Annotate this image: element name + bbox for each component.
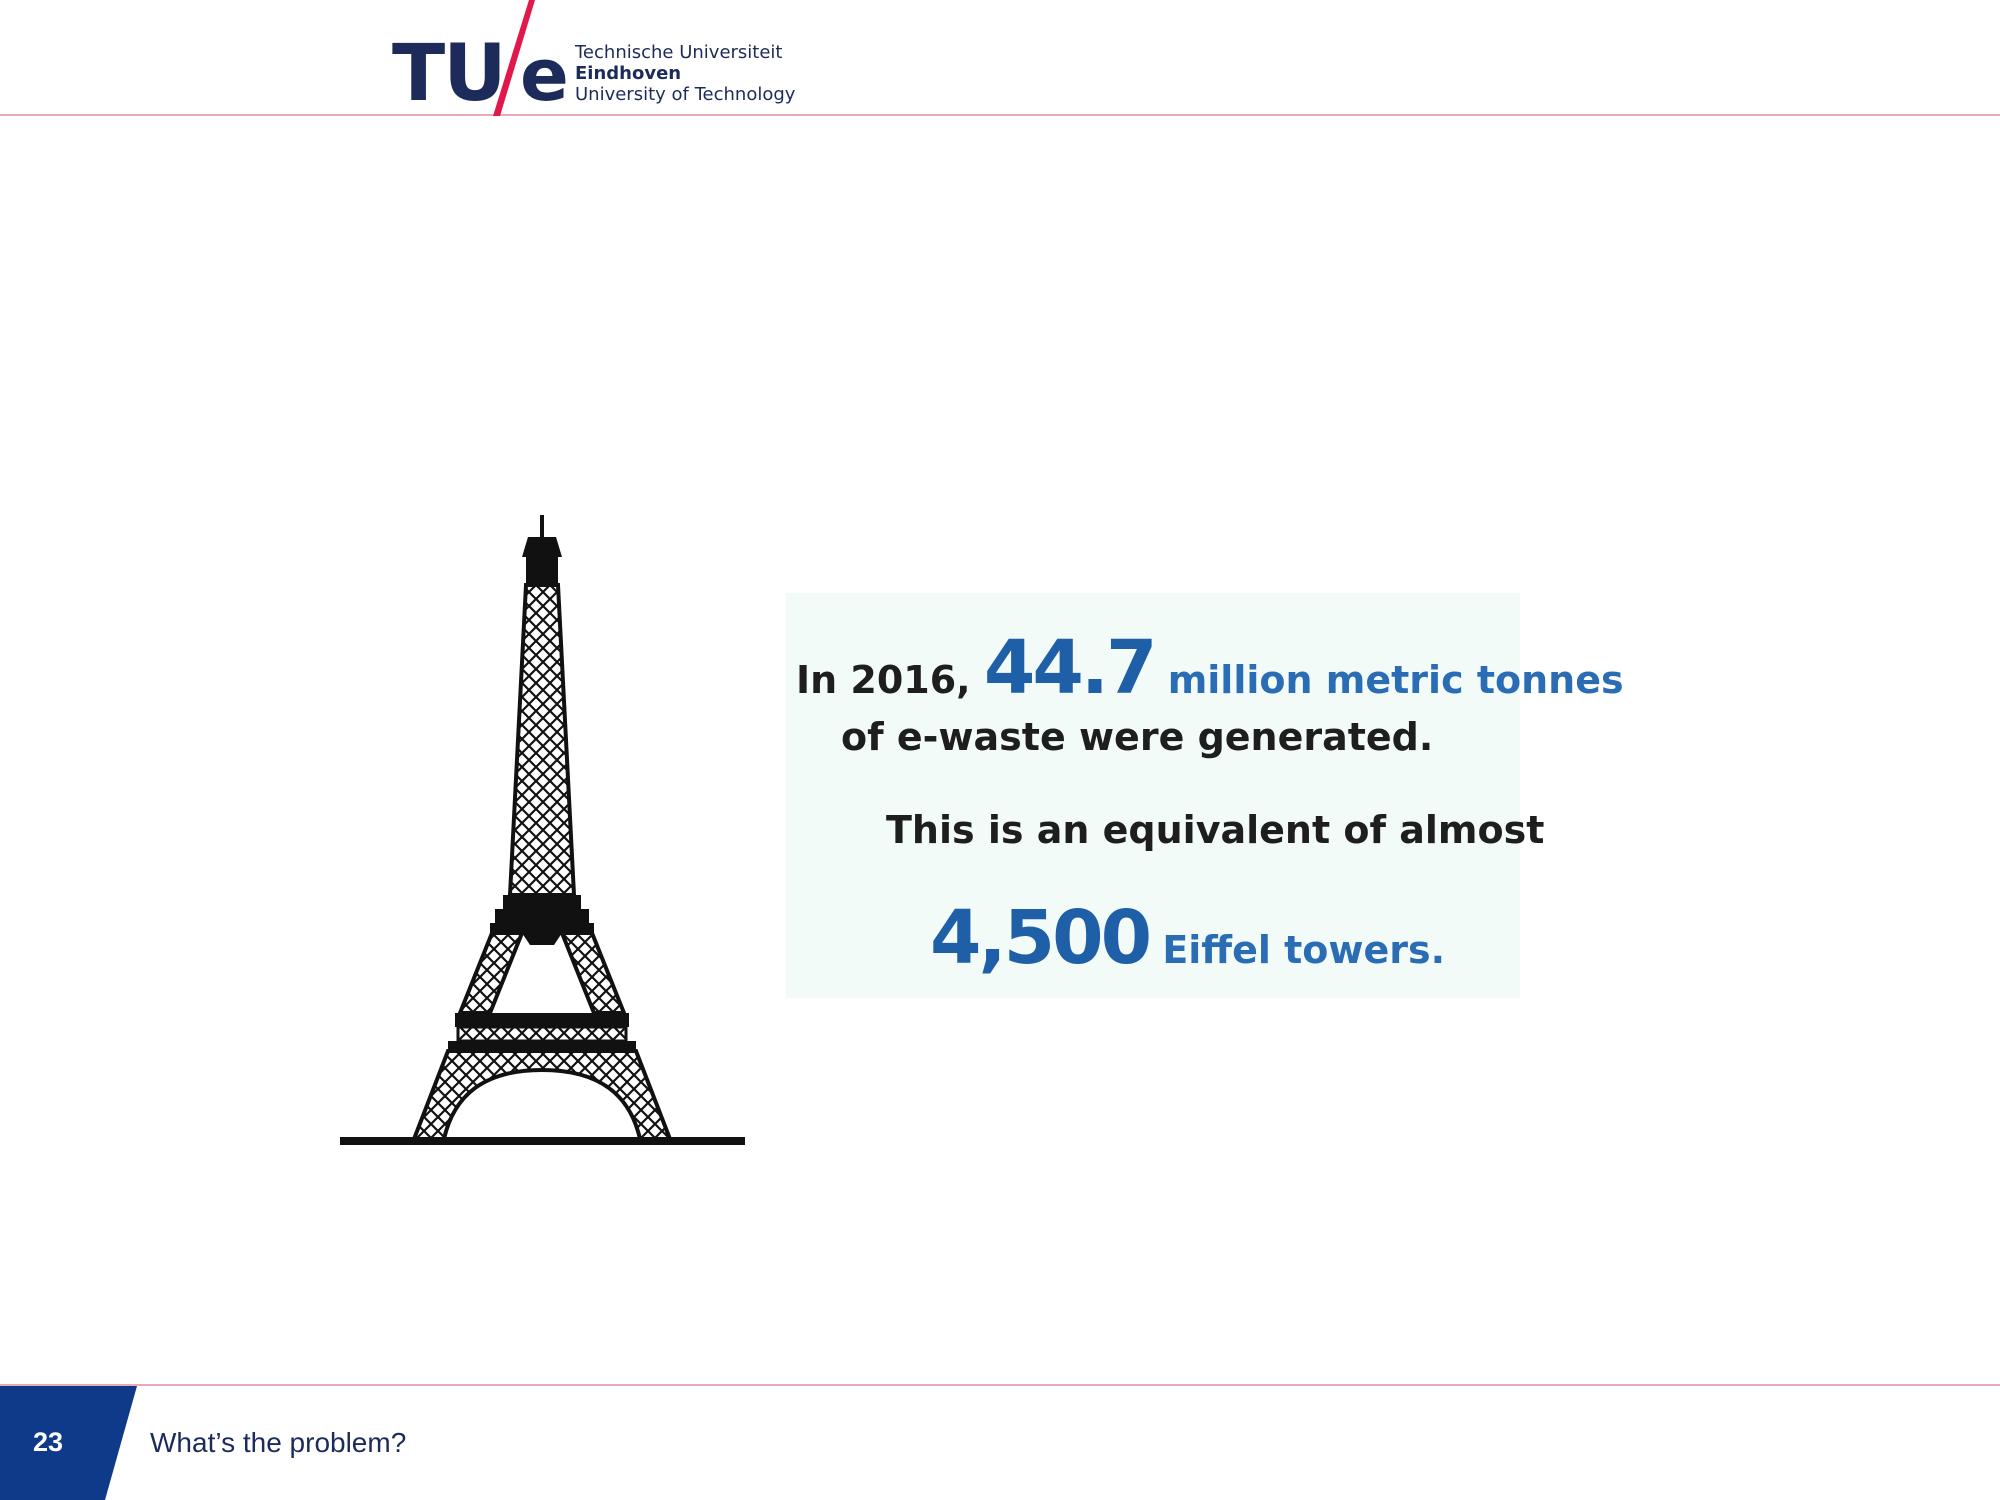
logo-e: e [520,33,569,117]
tue-logo: TU e [392,0,569,118]
eiffel-tower-icon [340,515,745,1145]
logo-line-2: Eindhoven [575,63,682,84]
slide-number: 23 [32,1427,64,1457]
slide-title: What’s the problem? [150,1427,407,1458]
fact-line-2: of e-waste were generated. [841,715,1434,759]
fact-line-4: 4,500 Eiffel towers. [930,895,1445,981]
fact-towers-unit: Eiffel towers. [1162,928,1446,972]
footer-divider [0,1384,2000,1386]
logo-tu: TU [392,29,505,118]
fact-line-1: In 2016, 44.7 million metric tonnes [796,625,1624,711]
ewaste-fact-panel: In 2016, 44.7 million metric tonnes of e… [786,593,1624,998]
fact-tonnes-value: 44.7 [983,625,1158,711]
fact-tonnes-unit: million metric tonnes [1167,658,1624,702]
fact-year-text: In 2016, [796,658,971,702]
fact-towers-value: 4,500 [930,895,1152,981]
slide-number-badge [0,1386,137,1500]
logo-wordmark: Technische Universiteit Eindhoven Univer… [575,42,795,105]
fact-line-3: This is an equivalent of almost [886,808,1545,852]
logo-line-1: Technische Universiteit [575,42,783,63]
header-divider [0,114,2000,116]
logo-line-3: University of Technology [575,84,796,105]
logo-slash [493,0,535,116]
